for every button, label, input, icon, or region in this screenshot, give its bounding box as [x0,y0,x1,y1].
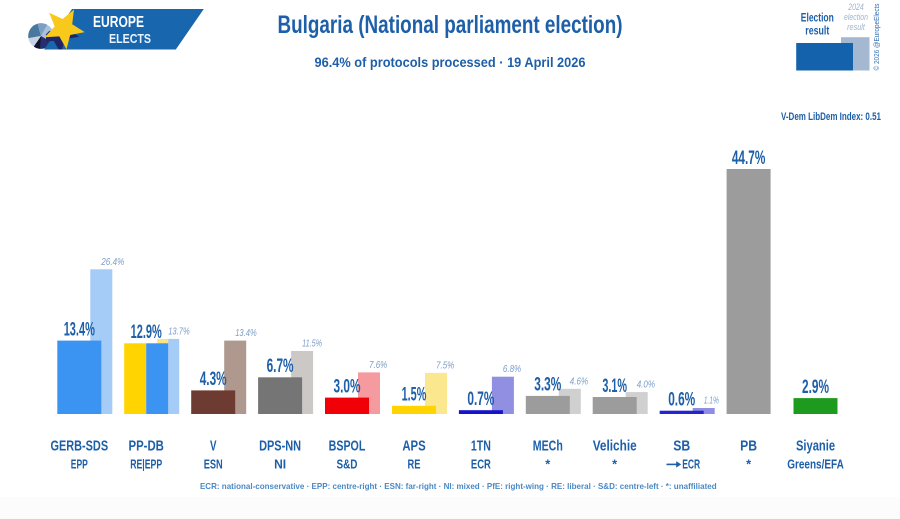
svg-text:ECR: national-conservative · E: ECR: national-conservative · EPP: centre… [200,481,717,491]
svg-text:DPS-NN: DPS-NN [259,438,301,455]
svg-text:GERB-SDS: GERB-SDS [51,438,109,455]
svg-text:11.5%: 11.5% [302,338,322,350]
svg-text:3.0%: 3.0% [334,376,361,397]
svg-text:*: * [612,458,617,472]
svg-text:ELECTS: ELECTS [109,31,151,46]
svg-text:V-Dem LibDem Index: 0.51: V-Dem LibDem Index: 0.51 [781,111,881,123]
svg-text:1TN: 1TN [471,438,491,455]
svg-text:3.1%: 3.1% [602,376,627,397]
svg-text:4.6%: 4.6% [570,375,588,387]
svg-text:7.6%: 7.6% [369,359,387,371]
svg-text:S&D: S&D [337,458,358,472]
svg-text:7.5%: 7.5% [436,359,454,371]
svg-text:Bulgaria (National parliament: Bulgaria (National parliament election) [278,11,623,39]
svg-text:12.9%: 12.9% [131,322,162,343]
svg-text:1.1%: 1.1% [704,395,719,407]
svg-text:13.4%: 13.4% [235,327,257,339]
svg-text:13.4%: 13.4% [64,319,95,340]
svg-text:0.6%: 0.6% [668,390,695,411]
svg-text:RE: RE [408,458,421,472]
svg-text:Siyanie: Siyanie [796,438,835,455]
svg-text:Greens/EFA: Greens/EFA [787,458,844,472]
svg-text:PP-DB: PP-DB [129,438,165,455]
svg-text:44.7%: 44.7% [732,148,766,169]
svg-text:Election: Election [801,13,834,25]
svg-text:MECh: MECh [533,438,563,455]
svg-text:APS: APS [402,438,425,455]
svg-text:2.9%: 2.9% [802,377,829,398]
svg-text:13.7%: 13.7% [168,325,190,337]
svg-text:0.7%: 0.7% [467,389,494,410]
svg-text:ECR: ECR [471,458,491,472]
svg-text:PB: PB [740,438,757,455]
svg-text:EPP: EPP [71,458,88,472]
svg-text:RE|EPP: RE|EPP [130,458,162,472]
svg-text:EUROPE: EUROPE [93,14,144,31]
svg-text:26.4%: 26.4% [101,256,125,268]
svg-text:ESN: ESN [204,458,223,472]
svg-text:3.3%: 3.3% [534,375,561,396]
svg-text:SB: SB [673,438,690,455]
svg-text:4.3%: 4.3% [200,369,227,390]
svg-text:ECR: ECR [682,458,700,472]
svg-text:4.0%: 4.0% [637,379,655,391]
svg-text:6.7%: 6.7% [267,356,294,377]
svg-text:© 2026 @EuropeElects: © 2026 @EuropeElects [872,3,881,70]
svg-text:V: V [210,438,217,455]
svg-text:2024: 2024 [847,2,863,12]
svg-text:Velichie: Velichie [593,438,637,455]
svg-text:result: result [847,22,865,32]
svg-text:result: result [805,26,829,38]
svg-text:election: election [844,12,868,22]
svg-text:96.4% of protocols processed ·: 96.4% of protocols processed · 19 April … [315,55,586,70]
svg-text:*: * [545,458,550,472]
svg-text:NI: NI [274,458,286,472]
svg-text:6.8%: 6.8% [503,363,521,375]
svg-text:1.5%: 1.5% [402,385,427,406]
svg-text:BSPOL: BSPOL [329,438,366,455]
svg-text:*: * [746,458,751,472]
